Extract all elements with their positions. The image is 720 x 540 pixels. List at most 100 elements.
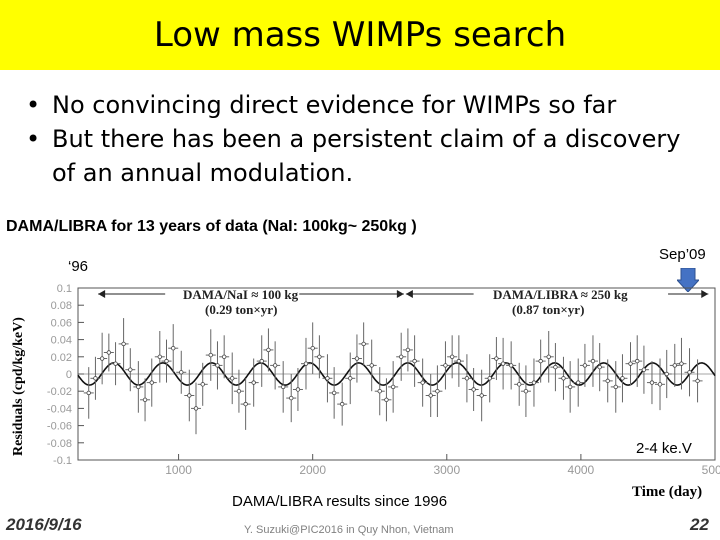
data-point <box>435 388 440 394</box>
bullet-icon: • <box>26 125 41 153</box>
x-tick-label: 2000 <box>299 463 326 477</box>
bullet-text: But there has been a persistent claim of… <box>52 125 681 187</box>
data-point <box>142 397 148 402</box>
data-point <box>354 356 360 361</box>
data-point <box>325 376 330 381</box>
data-point <box>259 358 264 364</box>
x-tick-label: 5000 <box>702 463 720 477</box>
data-point <box>679 361 684 366</box>
data-point <box>266 347 271 353</box>
x-axis-label: Time (day) <box>632 484 702 500</box>
plot-frame <box>77 287 716 461</box>
data-point <box>369 363 374 368</box>
start-year-label: ‘96 <box>68 258 89 275</box>
data-point <box>412 358 417 364</box>
data-point <box>635 358 640 364</box>
data-point <box>106 350 112 355</box>
data-point <box>538 358 543 364</box>
y-tick-label: -0.1 <box>53 455 72 467</box>
data-points <box>83 318 703 435</box>
data-point <box>339 401 345 407</box>
data-point <box>208 352 213 358</box>
data-point <box>243 401 248 407</box>
data-point <box>164 358 169 364</box>
data-point <box>136 384 141 390</box>
data-point <box>695 378 700 384</box>
data-point <box>456 358 462 364</box>
data-point <box>449 354 455 359</box>
data-point <box>236 388 242 394</box>
y-tick-label: 0.1 <box>57 283 72 295</box>
bullet-text: No convincing direct evidence for WIMPs … <box>52 91 617 119</box>
data-point <box>443 363 448 368</box>
data-point <box>157 354 163 359</box>
model-curve-path <box>77 362 716 386</box>
data-point <box>561 376 566 381</box>
data-point <box>398 354 404 359</box>
data-point <box>113 361 118 366</box>
y-tick-label: -0.08 <box>47 438 72 450</box>
data-point <box>93 376 98 381</box>
data-point <box>649 380 655 385</box>
data-point <box>405 347 411 353</box>
data-point <box>295 387 301 392</box>
data-point <box>605 378 610 384</box>
data-point <box>687 370 692 375</box>
libra-arrow-head <box>701 290 709 298</box>
x-tick-label: 1000 <box>165 463 192 477</box>
data-point <box>377 388 382 394</box>
data-point <box>384 397 389 402</box>
slide-footer: Y. Suzuki@PIC2016 in Quy Nhon, Vietnam <box>244 524 454 536</box>
data-point <box>179 370 184 375</box>
data-point <box>641 367 647 372</box>
data-point <box>272 363 278 368</box>
energy-range-label: 2-4 ke.V <box>634 440 694 457</box>
data-point <box>200 382 205 387</box>
page-number: 22 <box>690 515 709 534</box>
data-point <box>361 341 366 347</box>
y-tick-label: 0 <box>66 369 72 381</box>
nai-arrow-head <box>396 290 404 298</box>
data-point <box>428 393 433 398</box>
data-point <box>221 354 227 359</box>
data-point <box>613 384 618 390</box>
data-point <box>348 376 353 381</box>
data-point <box>471 387 476 392</box>
data-point <box>99 356 105 361</box>
data-point <box>487 376 492 381</box>
data-point <box>620 376 625 381</box>
data-point <box>310 345 315 351</box>
data-point <box>128 367 133 372</box>
y-axis-label: Residuals (cpd/kg/keV) <box>11 317 26 456</box>
data-point <box>590 358 596 364</box>
y-tick-label: -0.04 <box>47 403 72 415</box>
data-point <box>121 341 126 347</box>
data-point <box>303 361 309 366</box>
data-point <box>149 380 154 385</box>
nai-arrow-head <box>98 290 106 298</box>
period-annotations: DAMA/NaI ≈ 100 kg(0.29 ton×yr) DAMA/LIBRA… <box>98 287 709 317</box>
libra-arrow-head <box>405 290 413 298</box>
title-bar: Low mass WIMPs search <box>0 0 720 70</box>
data-point <box>251 380 256 385</box>
x-tick-label: 4000 <box>568 463 595 477</box>
data-point <box>546 354 551 359</box>
data-point <box>672 363 677 368</box>
data-point <box>582 363 588 368</box>
x-axis-ticks: 1000 2000 3000 4000 5000 <box>165 454 720 477</box>
data-point <box>517 382 522 387</box>
slide-date: 2016/9/16 <box>6 515 82 534</box>
data-point <box>664 371 669 377</box>
y-tick-label: 0.08 <box>51 300 72 312</box>
data-point <box>508 363 514 368</box>
data-point <box>531 380 537 385</box>
data-point <box>576 380 581 385</box>
data-point <box>464 376 470 381</box>
data-point <box>230 376 235 381</box>
y-tick-label: -0.02 <box>47 386 72 398</box>
data-point <box>171 345 176 351</box>
data-point <box>494 356 499 361</box>
data-point <box>420 380 425 385</box>
bullet-icon: • <box>26 91 41 119</box>
data-point <box>280 384 286 390</box>
